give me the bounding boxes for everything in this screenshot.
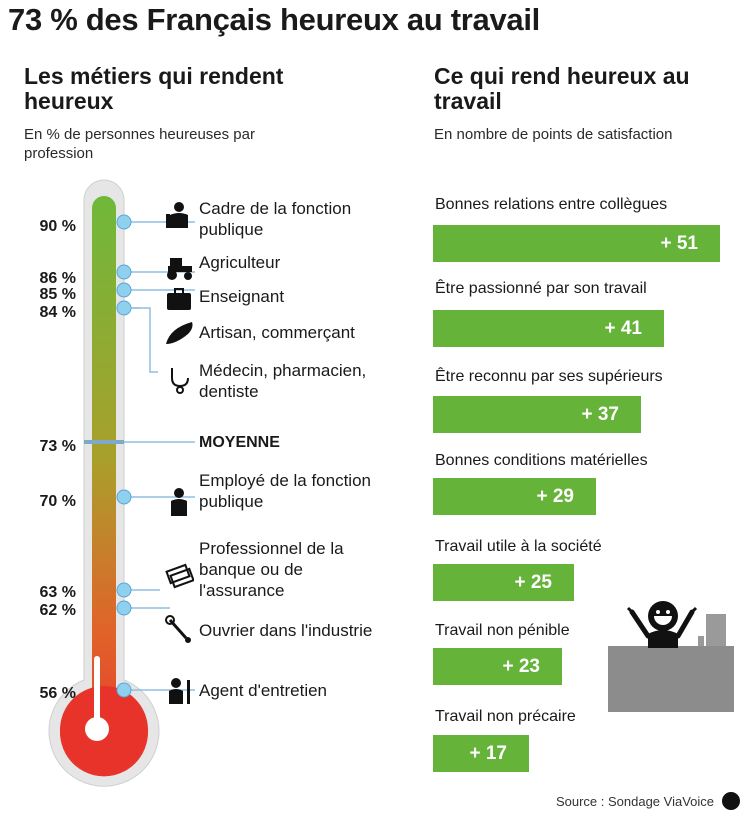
- factor-bar: + 25: [433, 564, 574, 601]
- job-label: Employé de la fonction publique: [199, 471, 371, 511]
- job-label: Agriculteur: [199, 253, 281, 272]
- factor-label: Être reconnu par ses supérieurs: [435, 368, 663, 385]
- percent-label: 63 %: [39, 584, 76, 601]
- percent-label: 70 %: [39, 493, 76, 510]
- bread-icon: [166, 322, 193, 344]
- factor-value-label: + 17: [469, 743, 507, 764]
- banknotes-icon: [165, 563, 194, 589]
- factor-bar: + 23: [433, 648, 562, 685]
- factor-value-label: + 25: [514, 572, 552, 593]
- percent-label: 84 %: [39, 304, 76, 321]
- value-marker: [116, 682, 132, 698]
- percent-label: 85 %: [39, 286, 76, 303]
- value-marker: [116, 582, 132, 598]
- factor-label: Travail utile à la société: [435, 538, 602, 555]
- percent-label: 62 %: [39, 602, 76, 619]
- value-marker: [116, 300, 132, 316]
- percent-label: 56 %: [39, 685, 76, 702]
- factor-bar: + 17: [433, 735, 529, 772]
- factor-bar: + 37: [433, 396, 641, 433]
- connector-line: [130, 307, 158, 373]
- value-marker: [116, 214, 132, 230]
- job-label: Cadre de la fonction publique: [199, 199, 352, 239]
- factor-value-label: + 37: [581, 404, 619, 425]
- job-label: Agent d'entretien: [199, 681, 328, 700]
- briefcase-icon: [167, 288, 191, 310]
- happy-worker-illustration: [608, 601, 734, 712]
- stethoscope-icon: [171, 368, 189, 394]
- source-credit: Source : Sondage ViaVoice: [555, 794, 714, 809]
- manager-icon: [166, 202, 188, 228]
- job-label: Ouvrier dans l'industrie: [199, 621, 373, 640]
- factor-label: Travail non pénible: [435, 622, 570, 639]
- janitor-icon: [169, 678, 190, 704]
- thermometer-chart: [48, 179, 195, 787]
- percent-label: 90 %: [39, 218, 76, 235]
- average-label: MOYENNE: [199, 434, 280, 451]
- job-label: Médecin, pharmacien, dentiste: [199, 361, 367, 401]
- page-title: 73 % des Français heureux au travail: [8, 2, 540, 37]
- publisher-logo-icon: [722, 792, 740, 810]
- tractor-icon: [167, 258, 192, 280]
- right-panel-title: Ce qui rend heureux au travail: [434, 63, 690, 114]
- factor-bar: + 29: [433, 478, 596, 515]
- factor-bar: + 41: [433, 310, 664, 347]
- value-marker: [116, 600, 132, 616]
- factor-bar: + 51: [433, 225, 720, 262]
- thermometer-body: [48, 179, 160, 787]
- left-panel-subtitle: En % de personnes heureuses par professi…: [24, 126, 255, 162]
- factor-label: Bonnes conditions matérielles: [435, 452, 648, 469]
- employee-icon: [171, 488, 187, 516]
- wrench-icon: [165, 615, 191, 643]
- factor-value-label: + 23: [502, 656, 540, 677]
- job-label: Professionnel de la banque ou de l'assur…: [199, 539, 344, 600]
- factor-value-label: + 41: [604, 318, 642, 339]
- factor-label: Être passionné par son travail: [435, 280, 647, 297]
- value-marker: [116, 282, 132, 298]
- factor-value-label: + 51: [660, 233, 698, 254]
- right-panel-subtitle: En nombre de points de satisfaction: [434, 126, 673, 143]
- job-label: Artisan, commerçant: [199, 323, 355, 342]
- value-marker: [116, 264, 132, 280]
- left-panel-title: Les métiers qui rendent heureux: [24, 63, 284, 114]
- percent-label: 73 %: [39, 438, 76, 455]
- value-marker: [116, 489, 132, 505]
- percent-label: 86 %: [39, 270, 76, 287]
- factor-label: Bonnes relations entre collègues: [435, 196, 668, 213]
- factor-label: Travail non précaire: [435, 708, 576, 725]
- factor-value-label: + 29: [536, 486, 574, 507]
- job-label: Enseignant: [199, 287, 285, 306]
